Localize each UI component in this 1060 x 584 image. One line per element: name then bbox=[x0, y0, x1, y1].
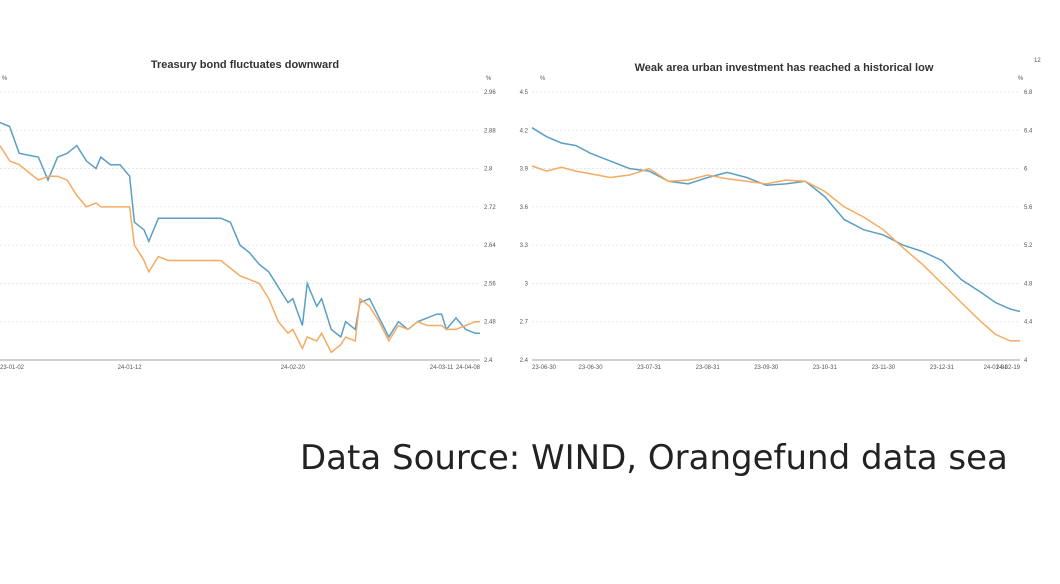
y-tick-label-right: 4 bbox=[1024, 358, 1028, 364]
right-axis-unit: % bbox=[486, 76, 492, 82]
y-tick-labels-left: 2.4 2.7 3 3.3 3.6 3.9 4.2 4.5 bbox=[520, 90, 529, 364]
y-tick-label-right: 6.4 bbox=[1024, 128, 1033, 134]
y-tick-label-left: 3.6 bbox=[520, 205, 529, 211]
y-tick-label-left: 4.2 bbox=[520, 128, 529, 134]
x-tick-label: 23-09-30 bbox=[754, 365, 779, 371]
series-line-1 bbox=[0, 121, 480, 339]
x-tick-labels: 23-06-30 23-06-30 23-07-31 23-08-31 23-09-30… bbox=[532, 365, 1021, 371]
y-tick-label-right: 2.4 bbox=[484, 358, 493, 364]
series-line-1 bbox=[531, 127, 1021, 313]
y-tick-label-right: 6.8 bbox=[1024, 90, 1033, 96]
gridlines bbox=[0, 91, 480, 361]
chart-title: Treasury bond fluctuates downward bbox=[151, 59, 339, 71]
y-tick-label-right: 2.72 bbox=[484, 205, 496, 211]
y-tick-label-right: 2.48 bbox=[484, 320, 496, 326]
left-axis-unit: % bbox=[540, 76, 546, 82]
x-tick-label: 23-11-30 bbox=[872, 365, 896, 371]
series-line-2 bbox=[0, 145, 480, 354]
corner-label: 12 bbox=[1034, 58, 1041, 64]
x-tick-label: 23-10-31 bbox=[813, 365, 838, 371]
y-tick-label-right: 2.56 bbox=[484, 281, 496, 287]
data-source-caption: Data Source: WIND, Orangefund data sea bbox=[300, 438, 1008, 478]
treasury-bond-chart: Treasury bond fluctuates downward % % 2.… bbox=[0, 59, 496, 371]
urban-investment-chart: Weak area urban investment has reached a… bbox=[520, 58, 1042, 371]
y-tick-label-right: 2.64 bbox=[484, 243, 496, 249]
x-tick-label: 23-06-30 bbox=[532, 365, 557, 371]
y-tick-label-right: 5.6 bbox=[1024, 205, 1033, 211]
y-tick-label-right: 4.8 bbox=[1024, 281, 1033, 287]
x-tick-label: 23-07-31 bbox=[637, 365, 662, 371]
gridlines bbox=[532, 91, 1020, 361]
y-tick-label-right: 2.96 bbox=[484, 90, 496, 96]
x-tick-label: 24-02-19 bbox=[996, 365, 1021, 371]
x-tick-label: 23-06-30 bbox=[579, 365, 604, 371]
series-line-2 bbox=[531, 165, 1020, 342]
y-tick-label-left: 3.3 bbox=[520, 243, 529, 249]
x-tick-label: 23-01-02 bbox=[0, 365, 25, 371]
y-tick-label-right: 2.88 bbox=[484, 128, 496, 134]
y-tick-label-right: 6 bbox=[1024, 167, 1028, 173]
y-tick-label-left: 2.4 bbox=[520, 358, 529, 364]
x-tick-label: 24-01-31 bbox=[984, 365, 1009, 371]
series-lines bbox=[0, 121, 480, 354]
y-tick-label-right: 4.4 bbox=[1024, 320, 1033, 326]
series-lines bbox=[531, 127, 1021, 342]
x-tick-labels: 23-01-02 24-01-12 24-02-20 24-03-11 24-04-08 bbox=[0, 365, 481, 371]
y-tick-label-right: 2.8 bbox=[484, 167, 493, 173]
y-tick-label-left: 3.9 bbox=[520, 167, 529, 173]
right-axis-unit: % bbox=[1018, 76, 1024, 82]
x-tick-label: 24-02-20 bbox=[281, 365, 306, 371]
x-tick-label: 23-12-31 bbox=[930, 365, 955, 371]
y-tick-label-left: 2.7 bbox=[520, 320, 529, 326]
y-tick-label-right: 5.2 bbox=[1024, 243, 1033, 249]
x-tick-label: 24-04-08 bbox=[456, 365, 481, 371]
x-tick-label: 24-03-11 bbox=[430, 365, 454, 371]
chart-title: Weak area urban investment has reached a… bbox=[635, 62, 934, 74]
y-tick-labels-right: 4 4.4 4.8 5.2 5.6 6 6.4 6.8 bbox=[1024, 90, 1033, 364]
y-tick-labels-right: 2.4 2.48 2.56 2.64 2.72 2.8 2.88 2.96 bbox=[484, 90, 496, 364]
y-tick-label-left: 3 bbox=[525, 281, 529, 287]
y-tick-label-left: 4.5 bbox=[520, 90, 529, 96]
left-axis-unit: % bbox=[2, 76, 8, 82]
x-tick-label: 24-01-12 bbox=[118, 365, 143, 371]
x-tick-label: 23-08-31 bbox=[696, 365, 721, 371]
